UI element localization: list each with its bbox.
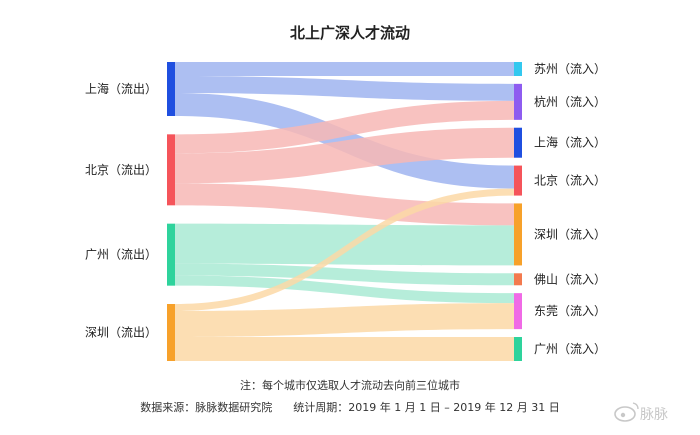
target-node xyxy=(514,165,522,196)
target-label: 北京（流入） xyxy=(534,174,606,188)
flow-link xyxy=(175,188,514,311)
chart-title: 北上广深人才流动 xyxy=(290,24,410,42)
flow-link xyxy=(175,183,514,226)
target-node xyxy=(514,273,522,286)
source-label: 广州（流出） xyxy=(85,248,157,262)
target-label: 广州（流入） xyxy=(534,342,606,356)
weibo-icon xyxy=(614,402,639,422)
flow-link xyxy=(175,100,514,154)
target-label: 上海（流入） xyxy=(534,135,606,150)
flow-link xyxy=(175,62,514,76)
sankey-nodes: 上海（流出） 北京（流出） 广州（流出） 深圳（流出） 苏州（流入） 杭州（流入） 上海（流… xyxy=(85,62,606,361)
target-label: 佛山（流入） xyxy=(534,272,606,286)
target-node xyxy=(514,337,522,361)
source-label: 北京（流出） xyxy=(85,163,157,177)
watermark-text: 脉脉 xyxy=(640,407,668,423)
target-node xyxy=(514,83,522,120)
sankey-links xyxy=(175,62,514,361)
source-node xyxy=(167,304,175,361)
footnote: 注：每个城市仅选取人才流动去向前三位城市 xyxy=(240,378,460,392)
target-node xyxy=(514,127,522,158)
source-node xyxy=(167,223,175,286)
source-node xyxy=(167,62,175,116)
flow-link xyxy=(175,263,514,286)
target-node xyxy=(514,293,522,330)
source-label: 上海（流出） xyxy=(85,81,157,96)
target-label: 深圳（流入） xyxy=(534,227,606,241)
source-label: 深圳（流出） xyxy=(85,326,157,340)
flow-link xyxy=(175,127,514,184)
target-label: 东莞（流入） xyxy=(534,304,606,318)
flow-link xyxy=(175,337,514,361)
flow-link xyxy=(175,223,514,266)
target-label: 苏州（流入） xyxy=(534,62,606,76)
source-node xyxy=(167,134,175,206)
target-node xyxy=(514,203,522,266)
flow-link xyxy=(175,303,514,337)
flow-link xyxy=(175,275,514,304)
flow-link xyxy=(175,76,514,101)
target-label: 杭州（流入） xyxy=(534,94,606,109)
data-source: 数据来源：脉脉数据研究院 统计周期：2019 年 1 月 1 日 – 2019 … xyxy=(140,400,559,414)
target-node xyxy=(514,62,522,76)
